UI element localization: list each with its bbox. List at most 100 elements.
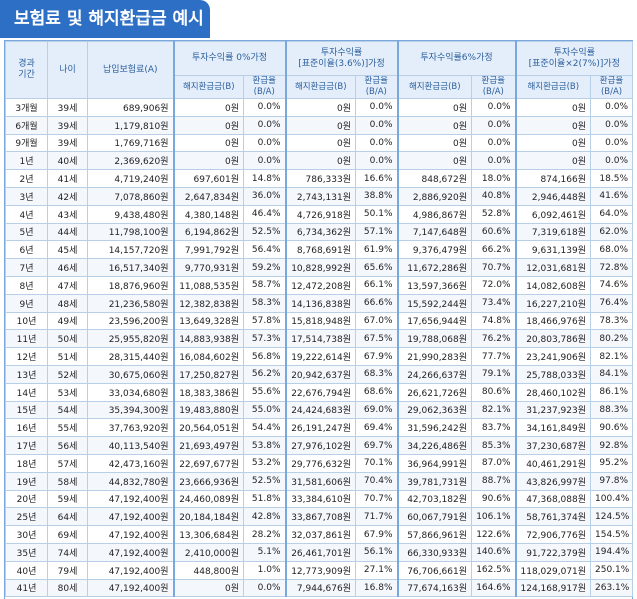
table-cell: 26,621,726원 <box>396 382 473 402</box>
table-cell: 22,697,677원 <box>172 453 244 473</box>
table-cell: 14.8% <box>242 169 287 188</box>
table-cell: 6,194,862원 <box>172 222 244 242</box>
table-cell: 2,647,834원 <box>172 186 244 206</box>
table-row: 3년 42세 7,078,860원 2,647,834원 36.0% 2,743,131원… <box>5 186 634 206</box>
table-cell: 23,666,936원 <box>172 471 244 491</box>
table-cell: 84.1% <box>590 364 634 384</box>
table-cell: 41년 <box>5 578 48 598</box>
table-cell: 71.7% <box>355 507 399 527</box>
table-row: 8년 47세 18,876,960원 11,088,535원 58.7% 12,472,2… <box>5 275 634 295</box>
table-cell: 58세 <box>47 471 88 491</box>
table-cell: 29,776,632원 <box>284 453 357 473</box>
table-cell: 0원 <box>284 115 357 135</box>
table-cell: 0.0% <box>355 133 399 153</box>
refund-table-frame: 경과 기간 나이 납입보험료(A) 투자수익률 0%가정 투자수익률 [표준이율… <box>4 40 634 599</box>
table-cell: 10년 <box>5 311 48 331</box>
table-cell: 0원 <box>396 133 473 153</box>
table-cell: 37,763,920원 <box>87 418 174 438</box>
table-row: 6년 45세 14,157,720원 7,991,792원 56.4% 8,768,691… <box>5 240 634 260</box>
table-cell: 53.2% <box>242 453 287 473</box>
table-cell: 0.0% <box>590 115 634 135</box>
table-cell: 0.0% <box>242 151 287 171</box>
table-cell: 46.4% <box>242 204 287 224</box>
table-cell: 16.8% <box>355 578 399 598</box>
table-cell: 18.5% <box>590 169 634 188</box>
table-cell: 23,241,906원 <box>514 347 592 366</box>
table-cell: 40세 <box>47 151 88 171</box>
table-cell: 13,597,366원 <box>396 275 473 295</box>
table-cell: 47,192,400원 <box>87 578 174 598</box>
table-cell: 72.0% <box>471 275 517 295</box>
table-cell: 100.4% <box>590 489 634 509</box>
table-cell: 74.8% <box>471 311 517 331</box>
table-cell: 6년 <box>5 240 48 260</box>
table-row: 1년 40세 2,369,620원 0원 0.0% 0원 0.0% 0원 0.0% 0원 0.0% <box>5 151 634 171</box>
table-cell: 8,768,691원 <box>284 240 357 260</box>
table-row: 9년 48세 21,236,580원 12,382,838원 58.3% 14,136,8… <box>5 293 634 313</box>
table-row: 20년 59세 47,192,400원 24,460,089원 51.8% 33,384,… <box>5 489 634 509</box>
table-cell: 21,990,283원 <box>396 347 473 366</box>
table-cell: 82.1% <box>590 347 634 366</box>
table-row: 30년 69세 47,192,400원 13,306,684원 28.2% 32,037,… <box>5 525 634 544</box>
table-cell: 0.0% <box>471 98 517 117</box>
table-cell: 448,800원 <box>172 560 244 580</box>
table-cell: 58,761,374원 <box>514 507 592 527</box>
table-cell: 52세 <box>47 364 88 384</box>
table-cell: 7,147,648원 <box>396 222 473 242</box>
table-cell: 0.0% <box>471 115 517 135</box>
table-cell: 2,369,620원 <box>87 151 174 171</box>
table-cell: 64세 <box>47 507 88 527</box>
table-cell: 0원 <box>284 133 357 153</box>
table-cell: 17,250,827원 <box>172 364 244 384</box>
table-cell: 55.0% <box>242 400 287 420</box>
header-refund: 해지환급금(B) <box>514 75 592 99</box>
table-cell: 33,384,610원 <box>284 489 357 509</box>
table-cell: 40년 <box>5 560 48 580</box>
table-cell: 0원 <box>172 115 244 135</box>
table-cell: 86.1% <box>590 382 634 402</box>
table-cell: 40.8% <box>471 186 517 206</box>
table-cell: 9,770,931원 <box>172 258 244 277</box>
table-cell: 11년 <box>5 329 48 349</box>
table-cell: 12,472,208원 <box>284 275 357 295</box>
table-cell: 21,693,497원 <box>172 436 244 455</box>
table-cell: 14,136,838원 <box>284 293 357 313</box>
table-cell: 56.4% <box>242 240 287 260</box>
table-cell: 0.0% <box>355 98 399 117</box>
table-cell: 32,037,861원 <box>284 525 357 544</box>
table-cell: 54세 <box>47 400 88 420</box>
header-rate: 환급율 (B/A) <box>355 75 399 99</box>
table-cell: 56.1% <box>355 542 399 562</box>
table-cell: 20년 <box>5 489 48 509</box>
table-row: 17년 56세 40,113,540원 21,693,497원 53.8% 27,976,… <box>5 436 634 455</box>
table-cell: 11,672,286원 <box>396 258 473 277</box>
table-cell: 77.7% <box>471 347 517 366</box>
table-row: 11년 50세 25,955,820원 14,883,938원 57.3% 17,514,… <box>5 329 634 349</box>
table-row: 9개월 39세 1,769,716원 0원 0.0% 0원 0.0% 0원 0.0% 0원 0.0% <box>5 133 634 153</box>
table-cell: 73.4% <box>471 293 517 313</box>
table-cell: 16.6% <box>355 169 399 188</box>
table-cell: 25,955,820원 <box>87 329 174 349</box>
header-age: 나이 <box>47 41 88 99</box>
table-cell: 162.5% <box>471 560 517 580</box>
table-cell: 37,230,687원 <box>514 436 592 455</box>
table-cell: 0.0% <box>471 151 517 171</box>
table-cell: 47,192,400원 <box>87 560 174 580</box>
table-cell: 689,906원 <box>87 98 174 117</box>
table-cell: 90.6% <box>471 489 517 509</box>
table-cell: 28.2% <box>242 525 287 544</box>
table-cell: 33,867,708원 <box>284 507 357 527</box>
table-cell: 31,581,606원 <box>284 471 357 491</box>
table-cell: 12,382,838원 <box>172 293 244 313</box>
table-cell: 57,866,961원 <box>396 525 473 544</box>
table-cell: 69.7% <box>355 436 399 455</box>
table-cell: 4,726,918원 <box>284 204 357 224</box>
table-cell: 69.4% <box>355 418 399 438</box>
table-cell: 13년 <box>5 364 48 384</box>
table-cell: 4,986,867원 <box>396 204 473 224</box>
table-cell: 47,368,088원 <box>514 489 592 509</box>
table-cell: 48세 <box>47 293 88 313</box>
table-cell: 874,166원 <box>514 169 592 188</box>
table-cell: 0원 <box>172 151 244 171</box>
table-cell: 0.0% <box>590 151 634 171</box>
